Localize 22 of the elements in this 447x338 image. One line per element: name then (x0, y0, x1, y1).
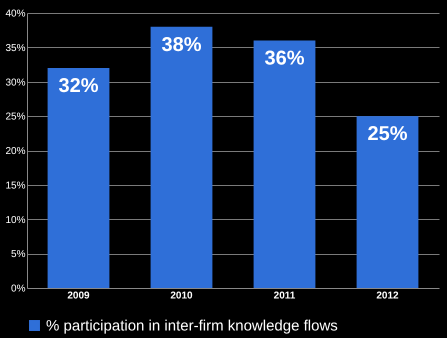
y-tick-label: 20% (5, 146, 26, 157)
y-tick-label: 30% (5, 77, 26, 88)
y-tick-label: 0% (11, 284, 26, 294)
y-tick-label: 35% (5, 42, 26, 54)
y-tick-label: 40% (5, 8, 26, 20)
text: 25% (367, 123, 408, 146)
y-tick-label: 25% (5, 112, 26, 123)
bar (48, 68, 110, 288)
bar (356, 116, 418, 288)
y-tick-label: 10% (5, 214, 26, 226)
y-tick-label: 15% (5, 180, 26, 192)
x-tick-label: 2011 (274, 290, 296, 302)
text: 38% (161, 34, 202, 56)
x-tick-label: 2009 (67, 290, 90, 302)
bar (254, 40, 316, 288)
text: 36% (264, 48, 305, 70)
x-tick-label: 2010 (170, 290, 194, 302)
x-tick-label: 2012 (376, 290, 400, 302)
text: 32% (58, 75, 99, 97)
y-tick-label: 5% (11, 249, 26, 260)
bar (150, 26, 212, 288)
legend-label: % participation in inter-firm knowledge flows (46, 318, 338, 334)
